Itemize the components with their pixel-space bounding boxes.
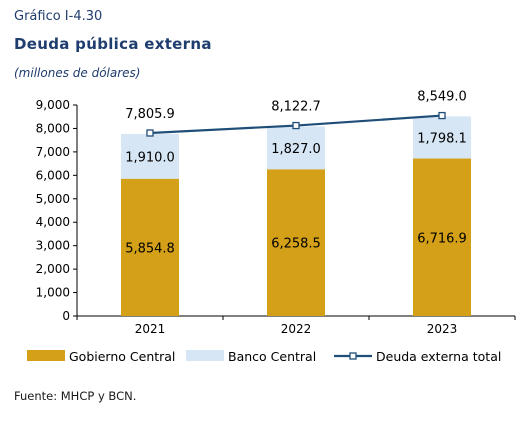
- bar-banco-central: [121, 133, 179, 179]
- y-tick-label: 3,000: [36, 239, 70, 253]
- bar-gobierno-central: [121, 178, 179, 316]
- bar-banco-central: [267, 126, 325, 170]
- legend-swatch-gobierno-central: [27, 350, 65, 361]
- bar-gobierno-central: [413, 158, 471, 316]
- source-note: Fuente: MHCP y BCN.: [14, 389, 137, 403]
- y-tick-label: 2,000: [36, 262, 70, 276]
- data-label-gobierno-central: 6,716.9: [417, 231, 467, 246]
- data-label-banco-central: 1,910.0: [125, 150, 175, 165]
- y-tick-label: 1,000: [36, 286, 70, 300]
- x-tick-label: 2022: [281, 322, 312, 336]
- data-label-deuda-externa-total: 8,122.7: [271, 100, 321, 115]
- data-label-deuda-externa-total: 7,805.9: [125, 107, 175, 122]
- y-tick-label: 8,000: [36, 121, 70, 135]
- chart-title: Deuda pública externa: [14, 35, 212, 53]
- y-tick-label: 9,000: [36, 98, 70, 112]
- data-label-banco-central: 1,827.0: [271, 142, 321, 157]
- y-tick-label: 7,000: [36, 145, 70, 159]
- legend-label-banco-central: Banco Central: [228, 349, 316, 364]
- point-deuda-externa-total: [146, 129, 154, 137]
- y-tick-label: 4,000: [36, 215, 70, 229]
- legend-marker-deuda-externa-total: [349, 352, 357, 360]
- point-deuda-externa-total: [292, 121, 300, 130]
- y-tick-label: 5,000: [36, 192, 70, 206]
- data-label-gobierno-central: 6,258.5: [271, 237, 321, 252]
- figure-label: Gráfico I-4.30: [14, 9, 103, 24]
- y-tick-label: 6,000: [36, 168, 70, 182]
- point-deuda-externa-total: [438, 111, 446, 120]
- data-label-banco-central: 1,798.1: [417, 131, 467, 146]
- legend-label-deuda-externa-total: Deuda externa total: [376, 349, 501, 364]
- legend-swatch-banco-central: [186, 350, 224, 361]
- data-label-gobierno-central: 5,854.8: [125, 241, 175, 256]
- x-tick-label: 2023: [427, 322, 458, 336]
- data-label-deuda-externa-total: 8,549.0: [417, 90, 467, 105]
- bar-banco-central: [413, 116, 471, 159]
- bar-gobierno-central: [267, 169, 325, 316]
- y-tick-label: 0: [62, 309, 70, 323]
- x-tick-label: 2021: [135, 322, 166, 336]
- legend-label-gobierno-central: Gobierno Central: [69, 349, 175, 364]
- debt-chart: 0 1,000 2,000 3,000 4,000 5,000 6,000 7,000 8,00…: [27, 90, 516, 364]
- chart-unit-subtitle: (millones de dólares): [14, 66, 141, 80]
